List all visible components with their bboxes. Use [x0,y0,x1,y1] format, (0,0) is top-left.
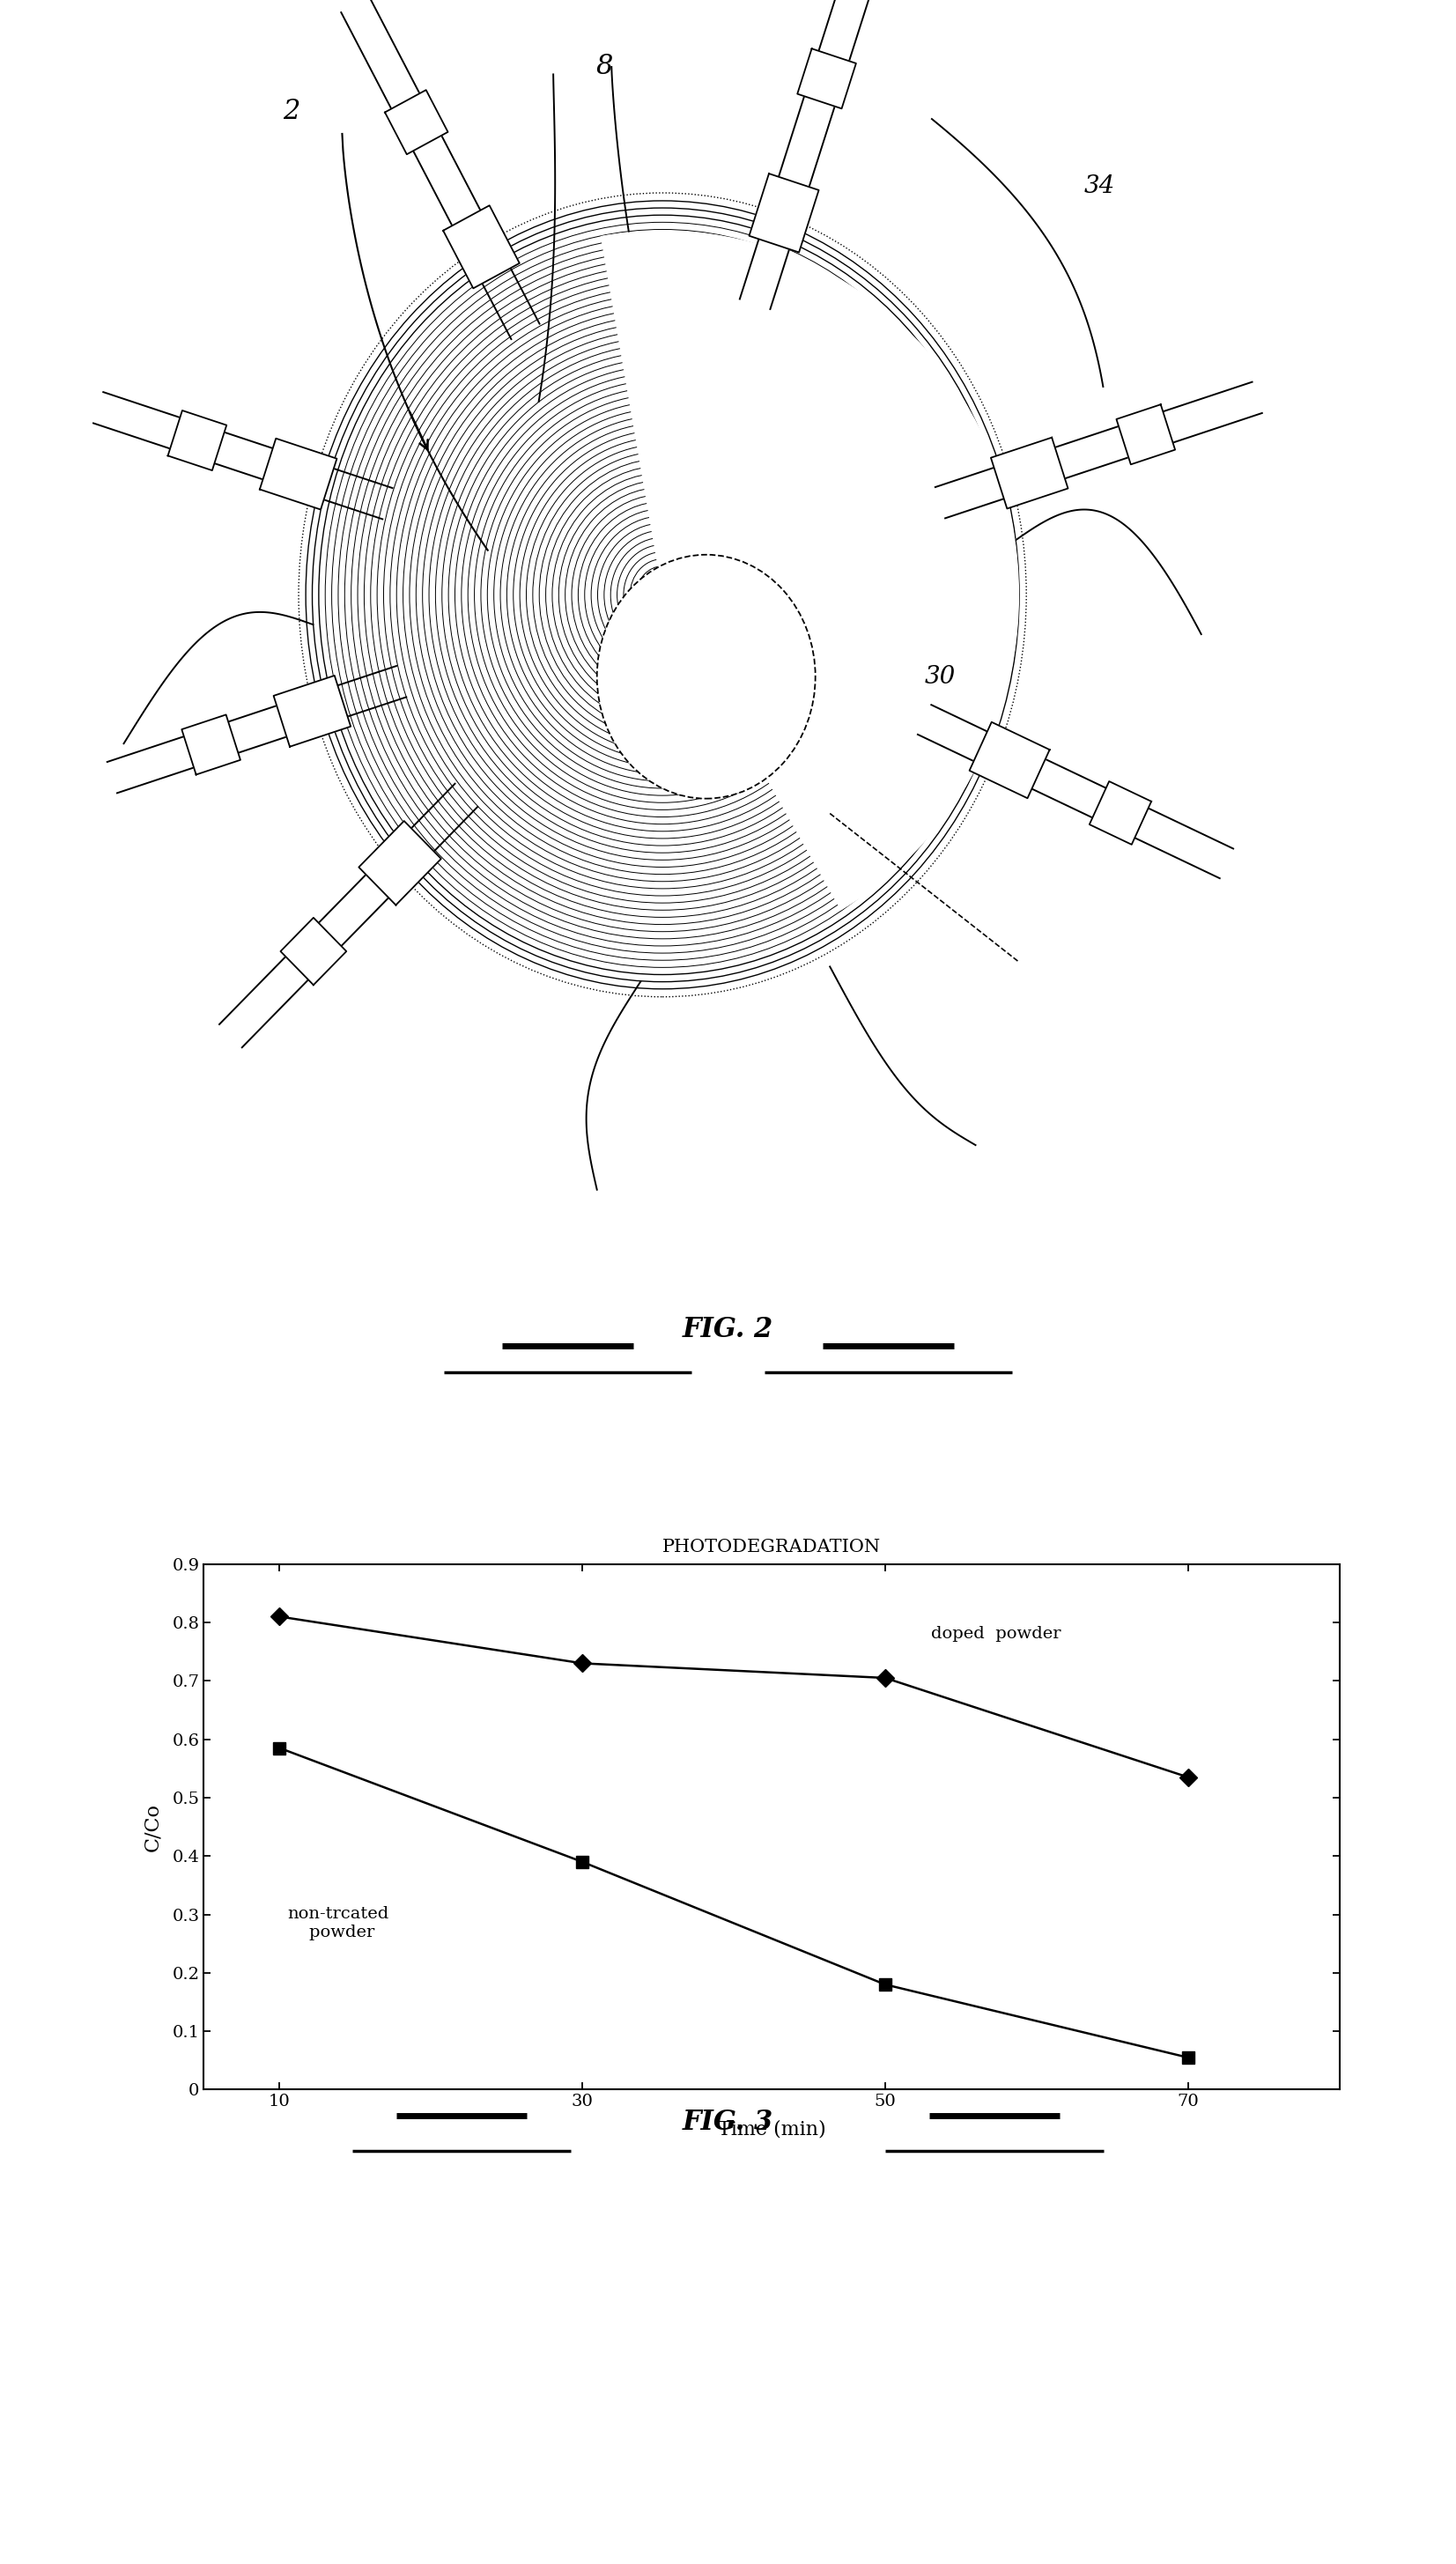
Text: doped  powder: doped powder [930,1626,1060,1641]
Text: 34: 34 [1083,174,1115,197]
Polygon shape [1117,405,1175,464]
Text: FIG. 3: FIG. 3 [683,2108,773,2136]
Text: non-trcated
    powder: non-trcated powder [287,1905,389,1941]
Text: FIG. 2: FIG. 2 [683,1315,773,1344]
Text: 8: 8 [596,54,613,79]
Wedge shape [600,231,1019,910]
Polygon shape [384,90,448,154]
Text: 2: 2 [282,97,300,126]
Polygon shape [970,723,1050,797]
Polygon shape [259,438,336,510]
Title: PHOTODEGRADATION: PHOTODEGRADATION [662,1538,881,1556]
Polygon shape [443,205,520,287]
Polygon shape [182,715,240,774]
Ellipse shape [597,554,815,797]
Polygon shape [798,49,856,108]
Text: 30: 30 [925,664,955,690]
Polygon shape [992,438,1069,508]
Y-axis label: C/Co: C/Co [143,1802,163,1851]
Polygon shape [750,174,818,251]
Polygon shape [358,820,441,905]
Polygon shape [1089,782,1152,844]
Polygon shape [274,674,351,746]
Polygon shape [281,918,347,985]
Polygon shape [167,410,227,469]
X-axis label: Time (min): Time (min) [718,2120,826,2138]
